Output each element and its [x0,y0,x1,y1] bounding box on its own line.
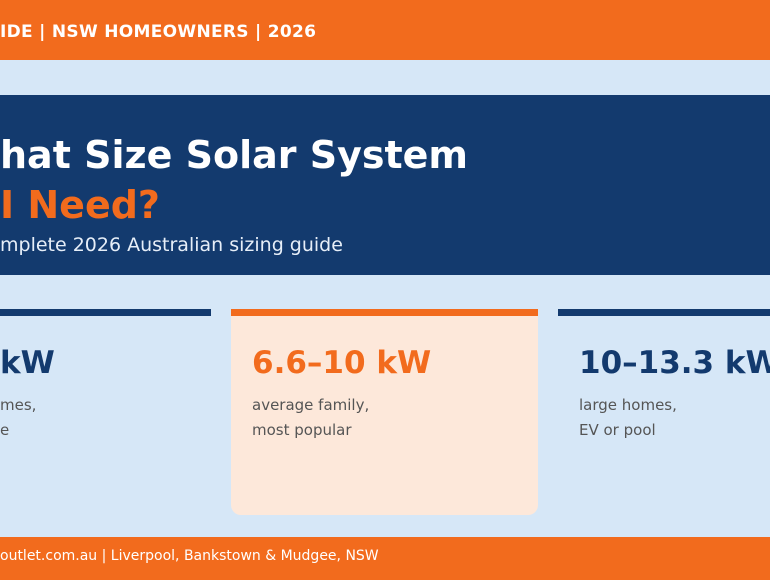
banner [0,95,770,275]
card-bar [558,309,770,316]
desc-line: large homes, [579,396,677,414]
desc-line: most popular [252,421,352,439]
size-card: 6.6–10 kW average family, most popular [231,309,538,515]
card-size: 6.6–10 kW [252,345,432,381]
subtitle: mplete 2026 Australian sizing guide [0,234,343,256]
card-bar [0,309,211,316]
size-card: 10–13.3 kW large homes, EV or pool [558,309,770,515]
title-accent: I Need? [0,183,160,227]
footer-text: outlet.com.au | Liverpool, Bankstown & M… [0,548,379,564]
card-desc: mes, e [0,393,36,443]
card-size: 10–13.3 kW [579,345,770,381]
card-size: kW [0,345,55,381]
footer-bar [0,537,770,580]
top-bar [0,0,770,60]
header-text: IDE | NSW HOMEOWNERS | 2026 [0,22,317,42]
card-desc: average family, most popular [252,393,369,443]
card-bar [231,309,538,316]
title: hat Size Solar System [0,133,469,177]
desc-line: average family, [252,396,370,414]
desc-line: mes, [0,396,37,414]
desc-line: e [0,421,10,439]
card-desc: large homes, EV or pool [579,393,677,443]
desc-line: EV or pool [579,421,656,439]
size-card: kW mes, e [0,309,211,515]
